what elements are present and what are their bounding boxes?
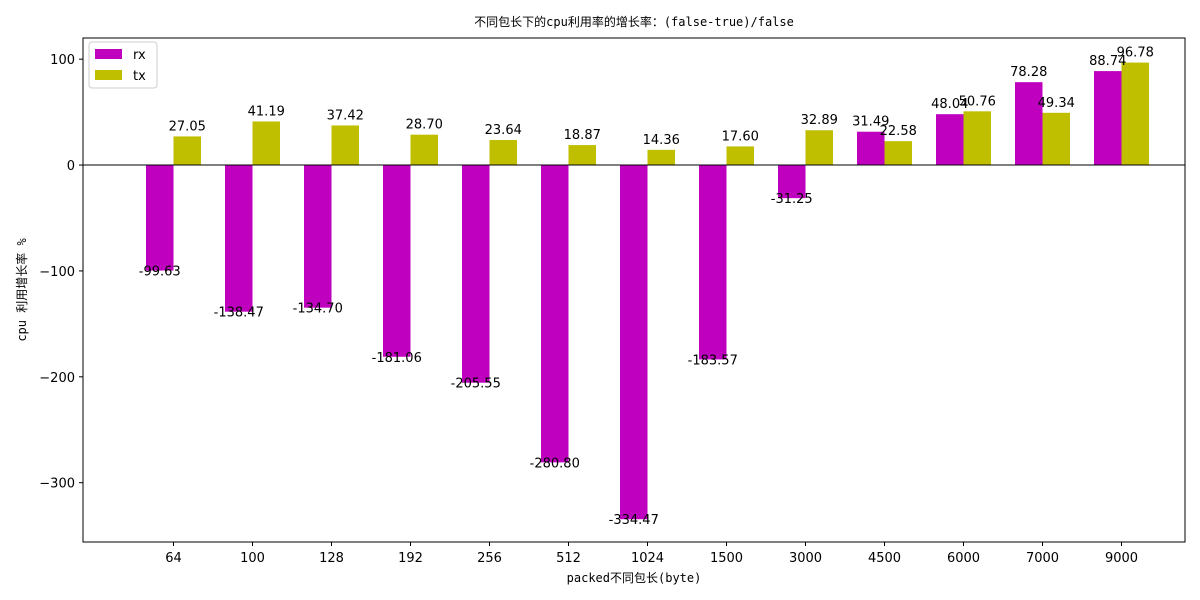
rx-value-label: 31.49 [852, 115, 889, 130]
tx-value-label: 23.64 [485, 123, 522, 138]
rx-bar [1094, 71, 1122, 166]
x-tick-label: 7000 [1026, 551, 1059, 566]
rx-value-label: -99.63 [139, 265, 181, 280]
tx-value-label: 96.78 [1117, 46, 1154, 61]
plot-area [82, 37, 1186, 543]
x-tick-label: 4500 [868, 551, 901, 566]
rx-value-label: 48.04 [931, 97, 968, 112]
tx-bar [884, 141, 912, 166]
tx-bar [726, 146, 754, 166]
rx-bar [936, 114, 964, 166]
tx-bar [647, 149, 675, 166]
y-tick-label: −200 [39, 371, 75, 386]
tx-value-label: 22.58 [880, 124, 917, 139]
x-tick-label: 3000 [789, 551, 822, 566]
rx-bar [857, 131, 885, 166]
tx-bar [568, 145, 596, 166]
x-tick-label: 100 [240, 551, 265, 566]
x-tick-label: 64 [165, 551, 182, 566]
y-tick-label: −100 [39, 265, 75, 280]
tx-bar [331, 125, 359, 166]
rx-bar [146, 165, 174, 271]
rx-value-label: -334.47 [609, 513, 659, 528]
x-tick-label: 1500 [710, 551, 743, 566]
rx-bar [304, 165, 332, 308]
rx-bar [541, 165, 569, 463]
x-tick-label: 512 [556, 551, 581, 566]
rx-value-label: -205.55 [451, 377, 501, 392]
tx-bar [963, 111, 991, 166]
tx-legend-swatch [95, 70, 122, 80]
y-tick-label: 0 [67, 159, 75, 174]
tx-bar [1121, 62, 1149, 166]
tx-value-label: 49.34 [1038, 96, 1075, 111]
tx-value-label: 17.60 [722, 129, 759, 144]
tx-value-label: 14.36 [643, 133, 680, 148]
bars-group [146, 62, 1149, 520]
rx-bar [1015, 82, 1043, 166]
tx-value-label: 41.19 [248, 104, 285, 119]
x-tick-label: 256 [477, 551, 502, 566]
x-tick-label: 128 [319, 551, 344, 566]
rx-bar [620, 165, 648, 520]
rx-bar [383, 165, 411, 357]
y-tick-label: 100 [50, 53, 75, 68]
rx-value-label: 78.28 [1010, 65, 1047, 80]
rx-bar [699, 165, 727, 360]
rx-value-label: -181.06 [372, 351, 422, 366]
x-tick-label: 6000 [947, 551, 980, 566]
rx-bar [778, 165, 806, 199]
tx-bar [173, 136, 201, 166]
y-axis: 100 0 −100 −200 −300 [39, 53, 83, 492]
tx-legend-label: tx [133, 69, 146, 84]
tx-bar [805, 130, 833, 166]
x-axis-label: packed不同包长(byte) [567, 571, 702, 585]
x-tick-label: 9000 [1105, 551, 1138, 566]
tx-value-label: 27.05 [169, 119, 206, 134]
tx-value-label: 37.42 [327, 108, 364, 123]
rx-value-label: -134.70 [293, 302, 343, 317]
rx-value-label: -138.47 [214, 306, 264, 321]
rx-bar [462, 165, 490, 383]
rx-bar [225, 165, 253, 312]
tx-bar [410, 134, 438, 166]
rx-value-label: -280.80 [530, 456, 580, 471]
x-tick-label: 192 [398, 551, 423, 566]
tx-value-label: 32.89 [801, 113, 838, 128]
y-axis-label: cpu 利用增长率 % [14, 238, 29, 342]
legend: rx tx [88, 41, 158, 89]
chart-title: 不同包长下的cpu利用率的增长率：(false-true)/false [474, 14, 794, 29]
rx-legend-label: rx [133, 48, 146, 63]
tx-value-label: 50.76 [959, 94, 996, 109]
rx-value-label: -183.57 [688, 353, 738, 368]
tx-bar [252, 121, 280, 166]
rx-value-label: -31.25 [771, 192, 813, 207]
rx-legend-swatch [95, 49, 122, 59]
rx-value-label: 88.74 [1089, 54, 1126, 69]
y-tick-label: −300 [39, 477, 75, 492]
tx-value-label: 18.87 [564, 128, 601, 143]
tx-bar [489, 140, 517, 166]
value-labels-group: -99.63 -138.47 -134.70 -181.06 -205.55 -280.8… [139, 46, 1154, 529]
x-axis: 64 100 128 192 256 512 1024 1500 3000 4500 6000 700… [165, 542, 1138, 566]
tx-value-label: 28.70 [406, 118, 443, 133]
x-tick-label: 1024 [631, 551, 664, 566]
legend-box [88, 41, 158, 89]
tx-bar [1042, 112, 1070, 166]
